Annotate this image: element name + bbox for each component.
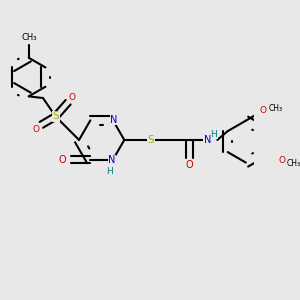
Text: O: O (279, 156, 286, 165)
Text: N: N (204, 135, 211, 145)
Text: N: N (110, 115, 118, 124)
Text: H: H (106, 167, 113, 176)
Text: CH₃: CH₃ (269, 104, 283, 113)
Text: CH₃: CH₃ (21, 33, 37, 42)
Text: O: O (33, 125, 40, 134)
Text: O: O (68, 93, 75, 102)
Text: CH₃: CH₃ (287, 159, 300, 168)
Text: H: H (211, 130, 218, 139)
Text: N: N (109, 155, 116, 165)
Text: O: O (260, 106, 267, 115)
Text: O: O (59, 154, 67, 164)
Text: O: O (186, 160, 194, 170)
Text: S: S (148, 135, 154, 145)
Text: S: S (52, 112, 59, 122)
